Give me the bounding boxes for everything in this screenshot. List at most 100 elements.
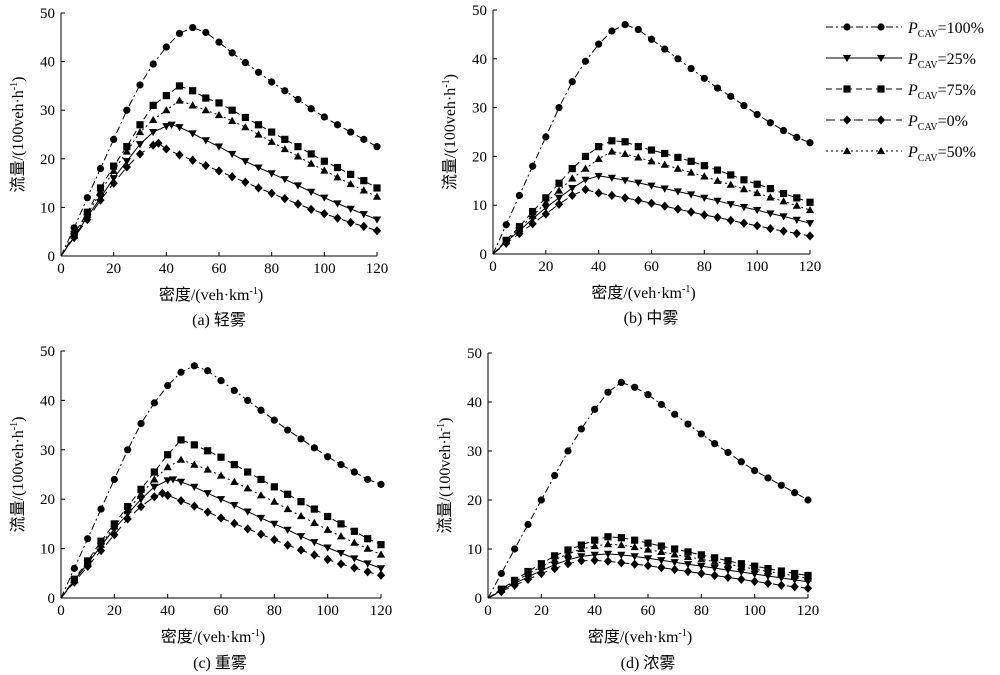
legend-item-1: PCAV=100% [826, 20, 984, 40]
data-point [243, 524, 252, 534]
data-point [594, 154, 603, 162]
data-point [537, 562, 546, 570]
x-tick-label: 80 [694, 603, 709, 619]
data-point [604, 533, 612, 541]
x-axis-label-end: ) [690, 285, 695, 302]
x-tick-label: 40 [587, 603, 602, 619]
data-point [350, 563, 359, 573]
data-point [550, 564, 559, 574]
y-axis-label: 流量/(100veh·h-1) [9, 417, 27, 533]
data-point [323, 525, 332, 533]
data-point [777, 574, 786, 583]
data-point [137, 420, 145, 428]
data-point [268, 128, 276, 136]
data-point [581, 184, 590, 195]
data-point [176, 496, 186, 506]
data-point [280, 176, 289, 184]
data-point [203, 490, 212, 498]
data-point [687, 168, 696, 176]
data-point [684, 548, 692, 556]
data-point [296, 511, 306, 520]
y-tick-label: 10 [467, 542, 482, 558]
data-point [591, 536, 599, 544]
data-point [510, 577, 519, 585]
data-point [188, 101, 197, 109]
data-point [307, 105, 315, 113]
data-point [697, 563, 706, 571]
data-point [737, 562, 746, 570]
y-tick-label: 10 [40, 542, 55, 558]
data-point [267, 188, 276, 198]
data-point [791, 489, 799, 497]
data-point [590, 541, 599, 550]
data-point [555, 104, 563, 112]
data-point [204, 447, 212, 455]
data-point [376, 565, 386, 573]
data-point [337, 461, 345, 469]
data-point [350, 527, 358, 535]
data-point [581, 152, 590, 160]
x-axis-label-text: 密度/(veh·km [591, 284, 682, 302]
data-point [515, 224, 524, 232]
data-point [346, 205, 355, 213]
data-point [310, 550, 319, 560]
data-point [673, 164, 683, 172]
data-point [202, 94, 210, 102]
data-point [150, 468, 158, 476]
data-point [137, 485, 145, 493]
data-point [214, 143, 224, 151]
data-point [202, 28, 210, 37]
data-point [214, 110, 224, 119]
data-point [216, 513, 226, 523]
chart-panel-1: 0 20 40 60 80 100 12001020304050密度/(veh·km-1)流… [9, 6, 388, 329]
series-50pct [487, 540, 813, 599]
data-point [241, 113, 249, 122]
data-point [203, 507, 212, 517]
data-point [189, 23, 197, 32]
data-point [674, 153, 682, 161]
data-point [727, 92, 735, 100]
data-point [554, 194, 564, 202]
data-point [336, 532, 346, 540]
legend-marker-right [876, 115, 886, 125]
data-point [711, 440, 719, 448]
data-point [83, 210, 92, 218]
data-point [110, 530, 119, 540]
data-point [307, 150, 315, 158]
data-point [230, 477, 239, 486]
data-point [254, 183, 263, 193]
data-point [687, 191, 696, 199]
data-point [497, 569, 505, 578]
data-point [373, 184, 381, 192]
data-point [603, 550, 613, 558]
data-point [293, 182, 303, 190]
data-point [723, 560, 733, 568]
y-tick-label: 20 [40, 152, 55, 168]
data-point [175, 96, 184, 104]
series-line [60, 459, 382, 599]
y-tick-label: 0 [48, 591, 56, 607]
data-point [333, 200, 342, 208]
legend-label-sub: CAV [918, 60, 939, 71]
data-point [737, 458, 745, 466]
legend-label-var: P [907, 51, 918, 68]
data-point [603, 540, 613, 548]
data-point [630, 559, 639, 569]
data-point [164, 381, 172, 390]
data-point [727, 171, 735, 179]
data-point [792, 228, 801, 239]
y-axis-label-text: 流量/(100veh·h [9, 90, 27, 192]
data-point [293, 199, 303, 209]
legend-label-value: =100% [938, 20, 984, 37]
x-axis-label-sup: -1 [678, 628, 686, 639]
data-point [190, 441, 198, 449]
data-point [175, 82, 184, 90]
data-point [657, 400, 665, 409]
data-point [136, 496, 146, 504]
data-point [244, 396, 252, 404]
data-point [683, 552, 693, 560]
x-axis-label-text: 密度/(veh·km [161, 628, 252, 646]
data-point [204, 367, 212, 375]
data-point [162, 92, 170, 100]
y-tick-label: 20 [472, 149, 487, 165]
